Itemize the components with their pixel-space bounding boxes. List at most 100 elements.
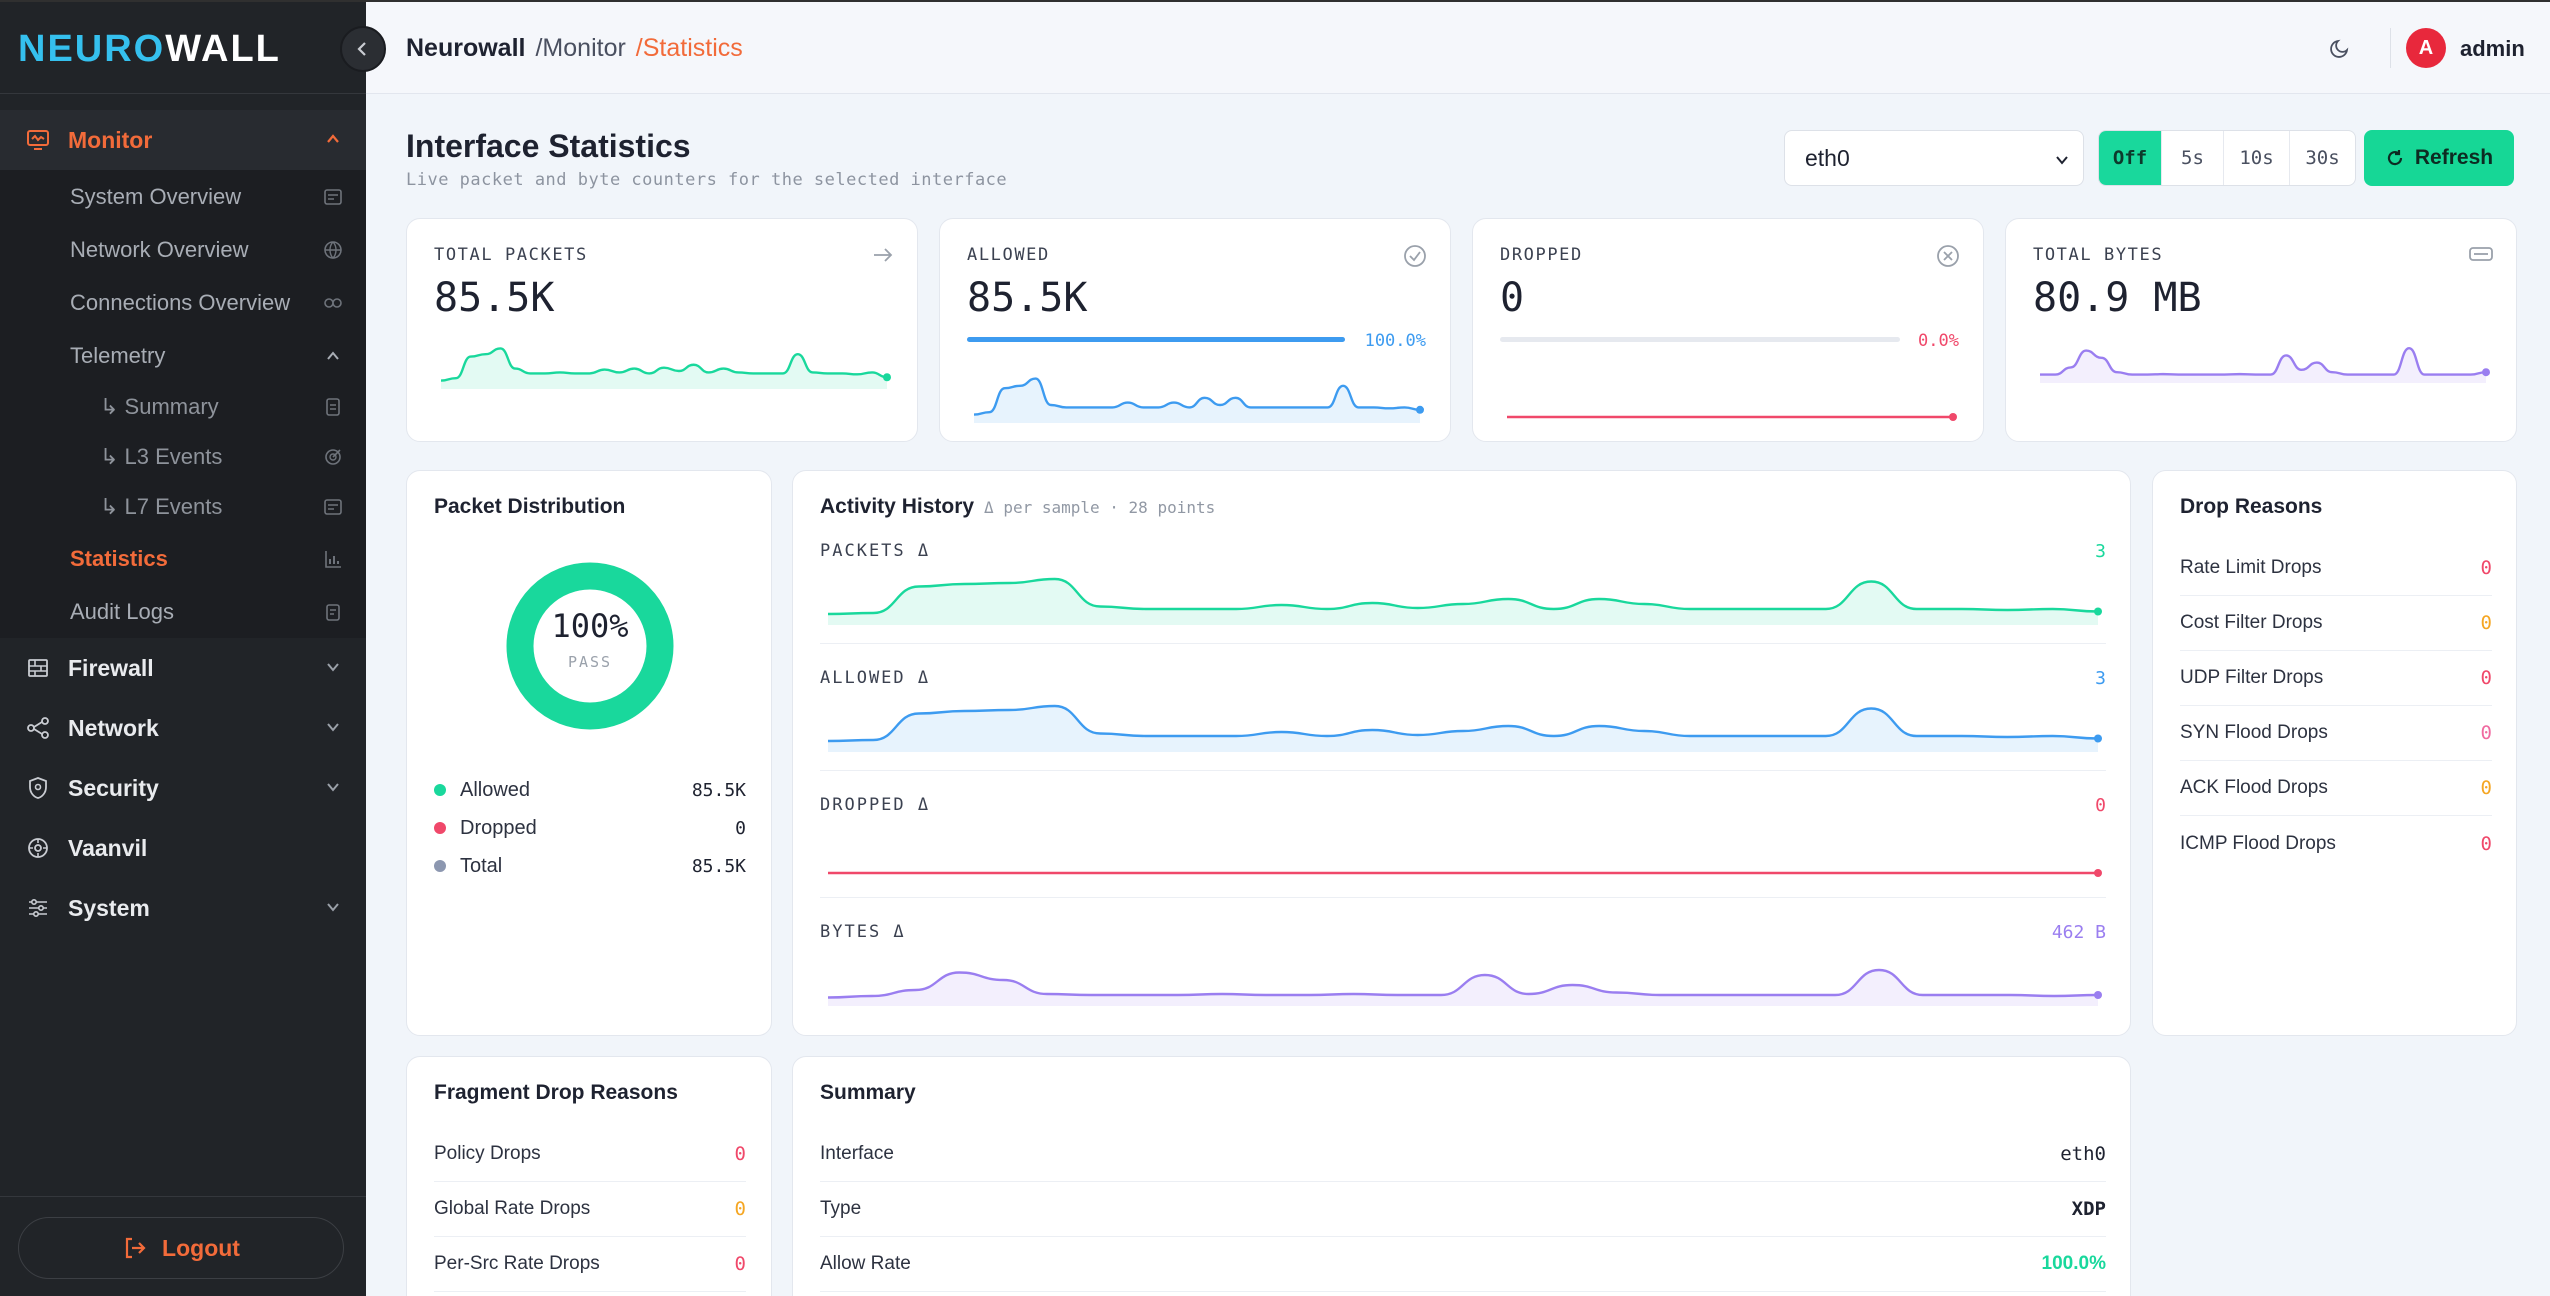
interval-10s-button[interactable]: 10s bbox=[2223, 131, 2289, 185]
sidebar-item-label: ↳ L3 Events bbox=[100, 444, 223, 469]
breadcrumb-root[interactable]: Neurowall bbox=[406, 34, 526, 62]
dark-mode-toggle-icon[interactable] bbox=[2328, 36, 2352, 60]
sidebar-nav: Monitor System Overview Network Overview… bbox=[0, 94, 366, 938]
card-title: Fragment Drop Reasons bbox=[434, 1081, 678, 1104]
logout-icon bbox=[125, 1237, 146, 1259]
sidebar-group-label: Security bbox=[68, 774, 159, 801]
sidebar-item-audit-logs[interactable]: Audit Logs bbox=[0, 585, 366, 638]
activity-row-label: ALLOWED Δ bbox=[820, 668, 931, 688]
interval-30s-button[interactable]: 30s bbox=[2289, 131, 2355, 185]
sidebar-item-system-overview[interactable]: System Overview bbox=[0, 170, 366, 223]
sidebar-group-system[interactable]: System bbox=[0, 878, 366, 938]
sparkline-end-dot bbox=[1416, 405, 1424, 414]
interval-5s-button[interactable]: 5s bbox=[2161, 131, 2223, 185]
brand-logo: NEUROWALL bbox=[18, 28, 281, 70]
row-value: 0 bbox=[2480, 832, 2492, 855]
sidebar-item-label: System Overview bbox=[70, 183, 242, 209]
sidebar-item-telemetry[interactable]: Telemetry bbox=[0, 329, 366, 382]
row-label: Rate Limit Drops bbox=[2180, 557, 2322, 578]
pass-donut-chart bbox=[506, 562, 674, 730]
sparkline-area bbox=[828, 970, 2098, 1006]
activity-sparkline bbox=[827, 704, 2102, 752]
sparkline-end-dot bbox=[2482, 368, 2490, 377]
fragment-drop-row: Policy Drops 0 bbox=[434, 1127, 746, 1182]
sidebar-group-monitor[interactable]: Monitor bbox=[0, 110, 366, 170]
sidebar-item-l7-events[interactable]: ↳ L7 Events bbox=[0, 482, 366, 532]
stat-value: 0 bbox=[1500, 275, 1525, 321]
stat-label: TOTAL PACKETS bbox=[434, 245, 588, 265]
allowed-progress-track bbox=[967, 337, 1345, 342]
breadcrumb-monitor[interactable]: /Monitor bbox=[535, 34, 626, 62]
chevron-down-icon bbox=[327, 663, 339, 672]
header-divider bbox=[2390, 28, 2391, 68]
sidebar-group-label: Network bbox=[68, 714, 159, 741]
stat-value: 85.5K bbox=[434, 275, 555, 321]
sparkline-line bbox=[827, 577, 2099, 616]
summary-row: Type XDP bbox=[820, 1182, 2106, 1237]
activity-row-value: 3 bbox=[2095, 668, 2106, 689]
allowed-progress-fill bbox=[967, 337, 1345, 342]
document-icon bbox=[326, 398, 340, 416]
bar-chart-icon bbox=[325, 551, 341, 568]
sidebar-item-summary[interactable]: ↳ Summary bbox=[0, 382, 366, 432]
avatar[interactable]: A bbox=[2406, 28, 2446, 68]
sparkline bbox=[440, 347, 891, 389]
sidebar-group-network[interactable]: Network bbox=[0, 698, 366, 758]
activity-history-card: Activity History Δ per sample · 28 points… bbox=[792, 470, 2131, 1036]
legend-value: 85.5K bbox=[691, 855, 746, 877]
row-value: 0 bbox=[2480, 612, 2492, 634]
page-subtitle: Live packet and byte counters for the se… bbox=[406, 170, 1008, 190]
top-header: Neurowall /Monitor /Statistics A admin bbox=[366, 2, 2550, 94]
sidebar-group-label: Monitor bbox=[68, 126, 153, 153]
refresh-icon bbox=[2387, 150, 2402, 166]
row-label: Type bbox=[820, 1198, 862, 1219]
monitor-icon bbox=[26, 128, 50, 152]
sparkline-area bbox=[828, 706, 2098, 752]
sidebar-item-network-overview[interactable]: Network Overview bbox=[0, 223, 366, 276]
sliders-icon bbox=[26, 896, 50, 920]
monitor-submenu: System Overview Network Overview Connect… bbox=[0, 170, 366, 638]
card-title: Packet Distribution bbox=[434, 495, 626, 518]
sidebar-item-statistics[interactable]: Statistics bbox=[0, 532, 366, 585]
drop-reason-row: UDP Filter Drops 0 bbox=[2180, 651, 2492, 706]
sidebar-group-security[interactable]: Security bbox=[0, 758, 366, 818]
sparkline-area bbox=[828, 579, 2098, 625]
row-value: 0 bbox=[734, 1198, 746, 1220]
fragment-drop-row: Per-Src Rate Drops 0 bbox=[434, 1237, 746, 1292]
window-icon bbox=[324, 189, 342, 205]
sidebar-item-connections-overview[interactable]: Connections Overview bbox=[0, 276, 366, 329]
username[interactable]: admin bbox=[2460, 36, 2525, 61]
sidebar-group-vaanvil[interactable]: Vaanvil bbox=[0, 818, 366, 878]
row-label: SYN Flood Drops bbox=[2180, 722, 2328, 743]
globe-icon bbox=[324, 241, 342, 259]
chevron-down-icon bbox=[2056, 156, 2068, 165]
dropped-percent: 0.0% bbox=[1918, 331, 1959, 351]
row-label: Allow Rate bbox=[820, 1253, 911, 1274]
interface-select[interactable]: eth0 bbox=[1784, 130, 2084, 186]
sidebar-item-label: ↳ L7 Events bbox=[100, 494, 223, 519]
sidebar-group-firewall[interactable]: Firewall bbox=[0, 638, 366, 698]
sidebar-collapse-button[interactable] bbox=[340, 26, 386, 72]
sidebar-item-l3-events[interactable]: ↳ L3 Events bbox=[0, 432, 366, 482]
drop-reason-row: SYN Flood Drops 0 bbox=[2180, 706, 2492, 761]
logout-button[interactable]: Logout bbox=[18, 1217, 344, 1279]
divider bbox=[820, 770, 2106, 771]
sparkline-line bbox=[827, 968, 2099, 999]
dropped-progress-track bbox=[1500, 337, 1900, 342]
stat-card-allowed: ALLOWED 85.5K 100.0% bbox=[939, 218, 1451, 442]
sparkline-area bbox=[974, 378, 1420, 423]
drop-reason-row: Cost Filter Drops 0 bbox=[2180, 596, 2492, 651]
refresh-button[interactable]: Refresh bbox=[2364, 130, 2514, 186]
stat-card-total-bytes: TOTAL BYTES 80.9 MB bbox=[2005, 218, 2517, 442]
row-value: 100.0% bbox=[2041, 1253, 2106, 1274]
sparkline bbox=[973, 377, 1424, 423]
row-value: 0 bbox=[2480, 557, 2492, 579]
sidebar-item-label: Statistics bbox=[70, 545, 168, 571]
interval-off-button[interactable]: Off bbox=[2099, 131, 2161, 185]
sparkline-line bbox=[440, 347, 888, 382]
stat-value: 85.5K bbox=[967, 275, 1088, 321]
drop-reason-row: ACK Flood Drops 0 bbox=[2180, 761, 2492, 816]
legend-label: Dropped bbox=[460, 816, 537, 839]
row-value: 0 bbox=[2480, 777, 2492, 799]
target-icon bbox=[26, 836, 50, 860]
